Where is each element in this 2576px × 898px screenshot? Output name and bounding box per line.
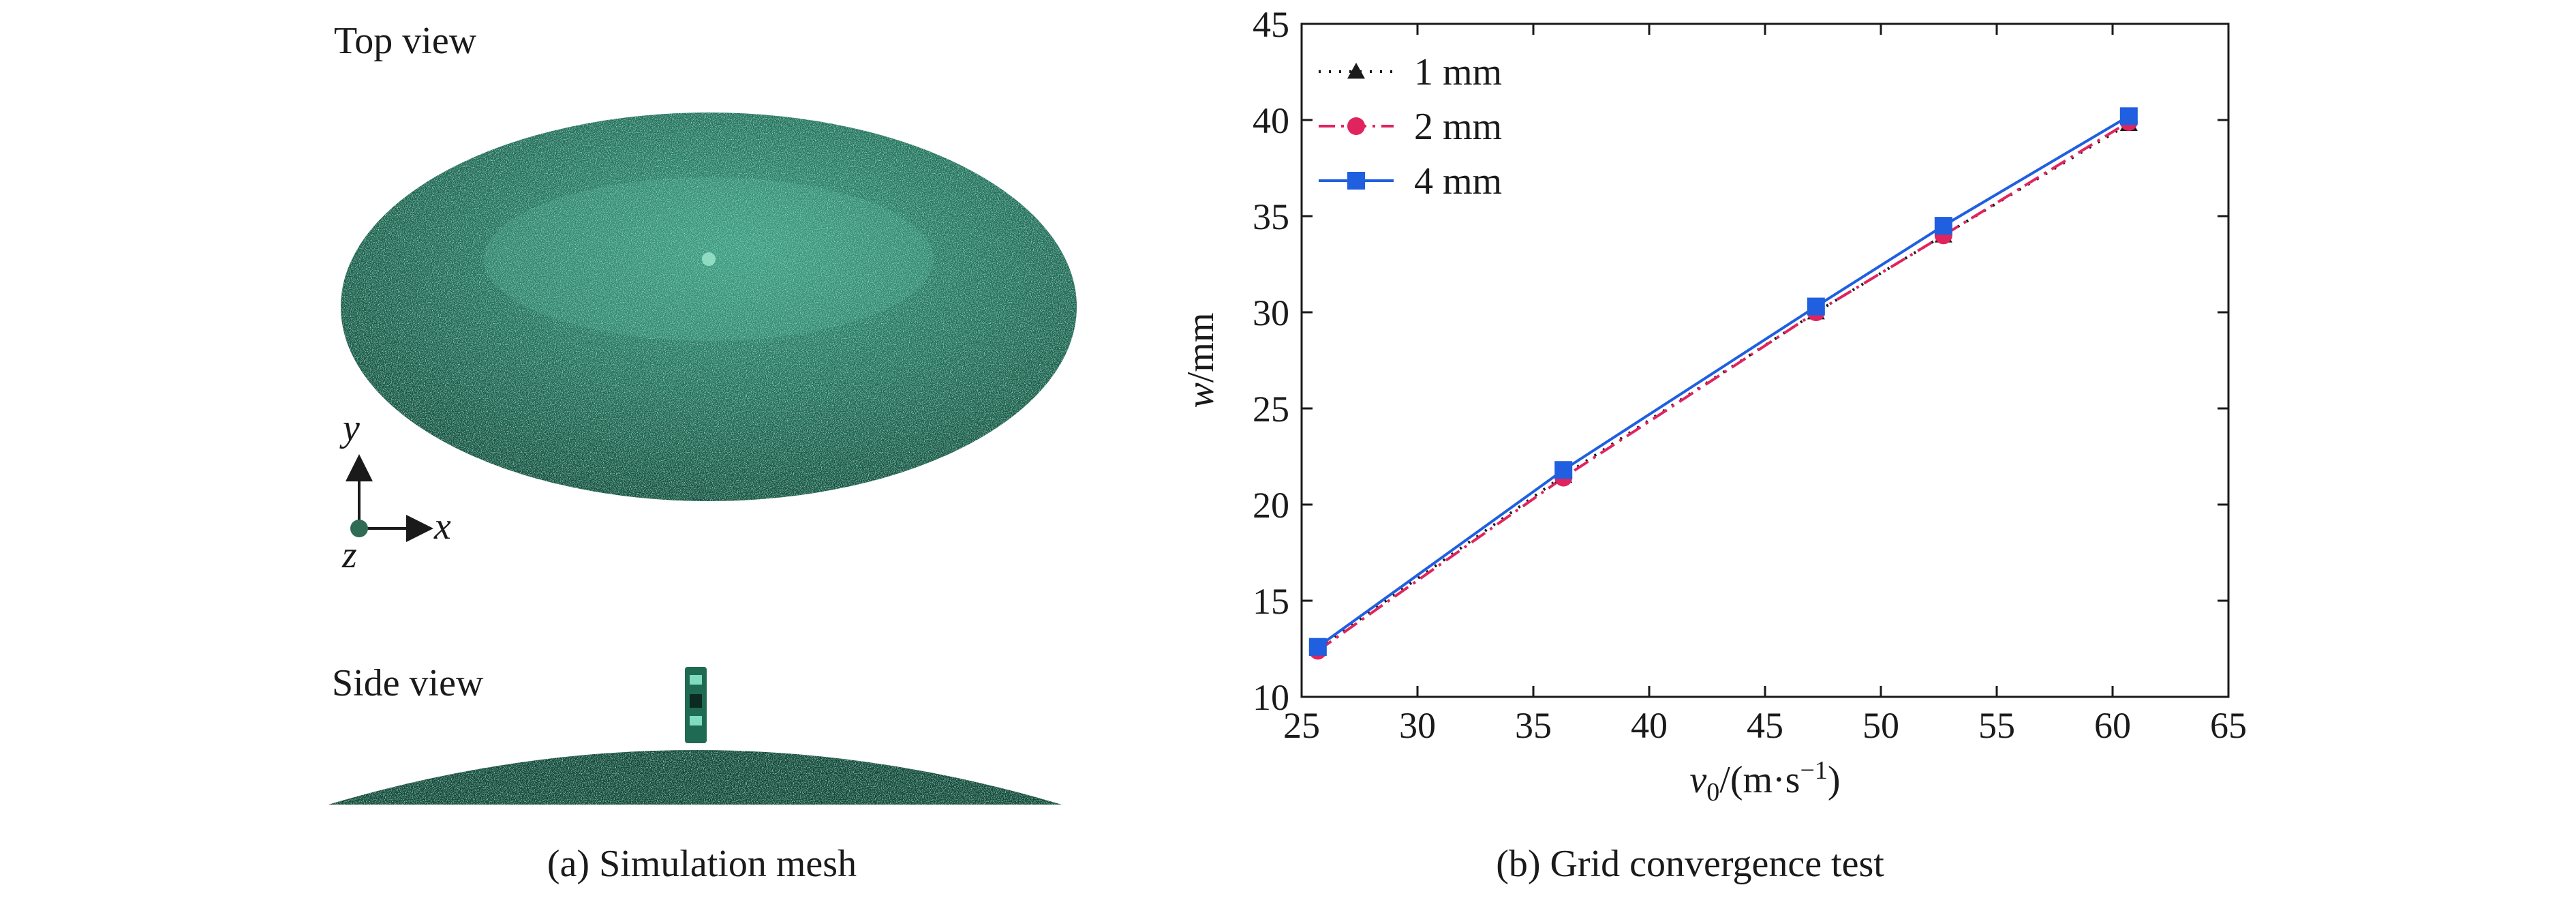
axis-x-label: x	[434, 505, 451, 548]
legend-marker-0	[1347, 63, 1365, 79]
series-line-0	[1317, 122, 2130, 650]
convergence-chart: 25 30 35 40 45 50 55 60 65 10 15 20 25 30 35 40 45 v0/(m·…	[1180, 4, 2247, 807]
top-view-mesh-texture	[341, 113, 1077, 501]
top-view-label: Top view	[334, 20, 477, 62]
y-tick-label: 25	[1253, 389, 1289, 430]
y-tick-label: 35	[1253, 196, 1289, 237]
side-view-mesh-texture	[328, 750, 1062, 805]
y-tick-label: 40	[1253, 100, 1289, 141]
legend-label-0: 1 mm	[1414, 51, 1502, 93]
x-tick-label: 25	[1283, 705, 1320, 746]
data-point-s2-1	[1554, 461, 1573, 479]
x-tick-label: 30	[1399, 705, 1436, 746]
x-tick-label: 45	[1747, 705, 1783, 746]
axis-z-label: z	[342, 534, 357, 576]
y-tick-label: 45	[1253, 4, 1289, 45]
y-tick-label: 30	[1253, 293, 1289, 333]
data-point-s2-0	[1308, 638, 1327, 656]
caption-b: (b) Grid convergence test	[1496, 843, 1884, 885]
legend-label-1: 2 mm	[1414, 106, 1502, 148]
side-view-label: Side view	[332, 662, 484, 704]
x-axis-label: v0/(m·s−1)	[1689, 756, 1840, 807]
legend-marker-2	[1347, 172, 1365, 190]
legend-label-2: 4 mm	[1414, 160, 1502, 203]
mesh-figure	[328, 113, 1077, 805]
data-point-s2-2	[1807, 297, 1825, 316]
panel-grid-convergence: 25 30 35 40 45 50 55 60 65 10 15 20 25 30 35 40 45 v0/(m·…	[1159, 0, 2576, 898]
x-tick-label: 40	[1631, 705, 1668, 746]
data-point-s2-3	[1934, 217, 1952, 235]
data-point-s2-4	[2119, 107, 2138, 125]
panel-simulation-mesh: Top view	[0, 0, 1159, 898]
axis-y-label: y	[343, 407, 360, 449]
legend-marker-1	[1347, 117, 1365, 135]
x-tick-label: 55	[1978, 705, 2015, 746]
x-tick-label: 65	[2210, 705, 2247, 746]
x-tick-label: 35	[1515, 705, 1552, 746]
y-tick-label: 20	[1253, 485, 1289, 526]
x-tick-label: 60	[2094, 705, 2131, 746]
caption-a: (a) Simulation mesh	[547, 843, 857, 885]
x-tick-label: 50	[1862, 705, 1899, 746]
coordinate-axes-icon	[346, 454, 433, 542]
impact-point	[702, 252, 716, 266]
y-tick-label: 15	[1253, 581, 1289, 622]
y-tick-label: 10	[1253, 677, 1289, 718]
projectile-icon	[685, 667, 707, 743]
y-axis-label: w/mm	[1180, 312, 1222, 408]
